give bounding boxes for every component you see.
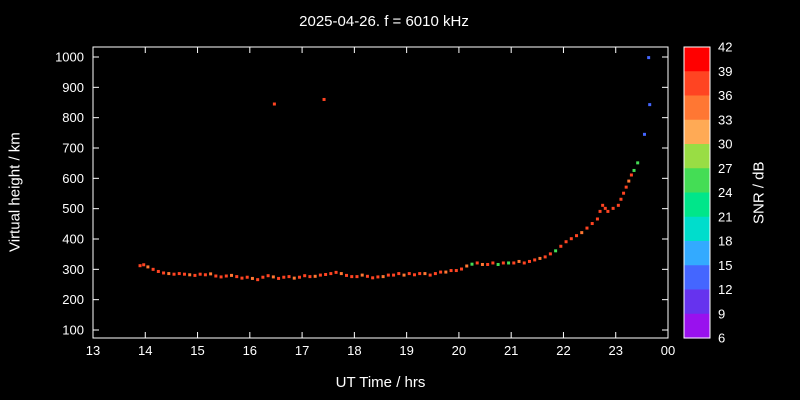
svg-text:800: 800 xyxy=(62,110,84,125)
svg-text:100: 100 xyxy=(62,323,84,338)
svg-text:16: 16 xyxy=(243,343,257,358)
svg-text:33: 33 xyxy=(718,112,732,127)
svg-text:15: 15 xyxy=(718,258,732,273)
svg-text:700: 700 xyxy=(62,141,84,156)
svg-text:1000: 1000 xyxy=(55,50,84,65)
svg-text:13: 13 xyxy=(86,343,100,358)
svg-text:19: 19 xyxy=(399,343,413,358)
svg-text:42: 42 xyxy=(718,40,732,55)
svg-text:18: 18 xyxy=(347,343,361,358)
svg-text:12: 12 xyxy=(718,282,732,297)
svg-text:39: 39 xyxy=(718,64,732,79)
svg-text:18: 18 xyxy=(718,234,732,249)
svg-text:900: 900 xyxy=(62,80,84,95)
svg-text:20: 20 xyxy=(452,343,466,358)
svg-text:9: 9 xyxy=(718,306,725,321)
svg-text:21: 21 xyxy=(504,343,518,358)
svg-text:400: 400 xyxy=(62,232,84,247)
svg-text:15: 15 xyxy=(190,343,204,358)
svg-text:36: 36 xyxy=(718,88,732,103)
svg-text:21: 21 xyxy=(718,209,732,224)
svg-text:27: 27 xyxy=(718,161,732,176)
x-axis-label: UT Time / hrs xyxy=(335,374,426,391)
svg-text:200: 200 xyxy=(62,292,84,307)
svg-text:500: 500 xyxy=(62,201,84,216)
svg-text:14: 14 xyxy=(138,343,152,358)
svg-text:6: 6 xyxy=(718,331,725,346)
chart-title: 2025-04-26. f = 6010 kHz xyxy=(299,13,469,30)
svg-text:22: 22 xyxy=(556,343,570,358)
svg-text:23: 23 xyxy=(608,343,622,358)
svg-text:30: 30 xyxy=(718,137,732,152)
svg-text:24: 24 xyxy=(718,185,732,200)
svg-text:300: 300 xyxy=(62,262,84,277)
svg-text:600: 600 xyxy=(62,171,84,186)
svg-text:17: 17 xyxy=(295,343,309,358)
svg-text:00: 00 xyxy=(661,343,675,358)
